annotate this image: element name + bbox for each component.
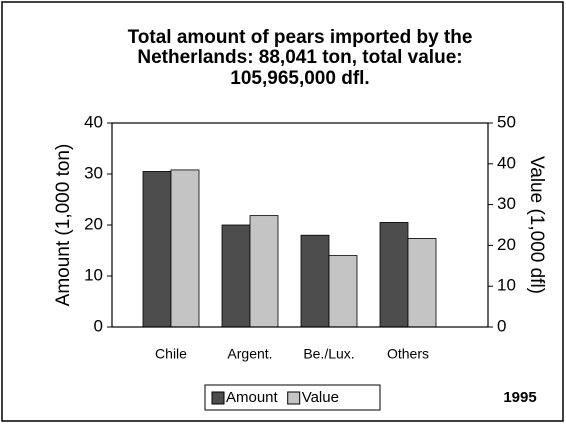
bar [328, 255, 358, 328]
y2-tick-label: 20 [497, 235, 516, 254]
y2-axis-label: Value (1,000 dfl) [526, 156, 547, 294]
bar [379, 222, 409, 328]
y2-tick-label: 10 [497, 276, 516, 295]
bar [249, 215, 279, 328]
y-tick-label: 40 [84, 112, 103, 131]
x-tick-label: Chile [155, 346, 187, 362]
bar [142, 171, 172, 328]
y-tick-label: 0 [94, 316, 103, 335]
x-tick-label: Be./Lux. [303, 346, 354, 362]
bar [407, 238, 437, 328]
bar [170, 169, 200, 328]
bar [221, 224, 251, 328]
y-axis-label: Amount (1,000 ton) [53, 144, 74, 307]
legend-swatch [287, 391, 301, 405]
plot-frame [111, 122, 489, 328]
y2-tick-label: 50 [497, 112, 516, 131]
y-tick-label: 20 [84, 214, 103, 233]
y2-tick-label: 40 [497, 153, 516, 172]
chart-title: Netherlands: 88,041 ton, total value: [137, 47, 462, 68]
legend-swatch [211, 391, 225, 405]
chart-title: Total amount of pears imported by the [128, 27, 473, 48]
y-tick-label: 10 [84, 265, 103, 284]
x-tick-label: Argent. [227, 346, 272, 362]
y2-tick-label: 30 [497, 194, 516, 213]
legend-label: Value [302, 389, 339, 406]
x-tick-label: Others [387, 346, 429, 362]
y2-tick-label: 0 [497, 316, 506, 335]
legend-label: Amount [226, 389, 279, 406]
bar [300, 234, 330, 328]
annotation: 1995 [503, 389, 536, 406]
chart-title: 105,965,000 dfl. [230, 68, 369, 89]
y-tick-label: 30 [84, 163, 103, 182]
